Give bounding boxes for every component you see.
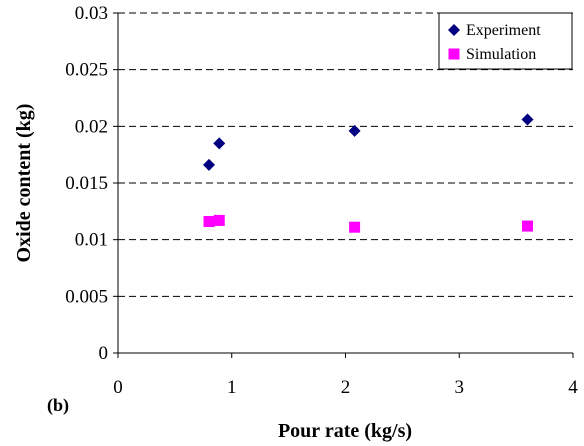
simulation-point: [213, 214, 225, 226]
y-tick-label: 0.01: [75, 230, 108, 251]
simulation-point: [203, 216, 215, 228]
x-tick-label: 3: [455, 377, 465, 398]
x-tick-label: 1: [227, 377, 237, 398]
y-tick-label: 0.02: [75, 116, 108, 137]
x-tick-label: 2: [341, 377, 351, 398]
x-tick-label: 0: [113, 377, 123, 398]
experiment-point: [521, 113, 534, 126]
x-tick-label: 4: [568, 377, 578, 398]
x-axis-title: Pour rate (kg/s): [278, 420, 412, 442]
panel-label: (b): [47, 395, 69, 416]
legend: Experiment Simulation: [438, 12, 573, 70]
y-tick-label: 0.015: [65, 173, 108, 194]
x-ticks: 0 1 2 3 4: [113, 353, 578, 398]
data-points: [203, 113, 534, 233]
y-tick-label: 0.025: [65, 60, 108, 81]
y-axis-title: Oxide content (kg): [13, 104, 35, 263]
legend-experiment-label: Experiment: [466, 22, 541, 39]
legend-experiment-marker: [448, 24, 460, 36]
legend-simulation-marker: [448, 48, 460, 60]
experiment-point: [213, 137, 226, 150]
experiment-point: [203, 158, 215, 171]
experiment-point: [348, 124, 361, 137]
y-tick-label: 0.005: [65, 286, 108, 307]
simulation-point: [522, 220, 533, 232]
simulation-point: [349, 221, 361, 233]
legend-box: [438, 12, 573, 70]
legend-simulation-label: Simulation: [466, 46, 536, 63]
y-tick-label: 0.03: [75, 3, 108, 24]
y-ticks: 0 0.005 0.01 0.015 0.02 0.025 0.03: [65, 3, 118, 364]
y-tick-label: 0: [99, 343, 109, 364]
